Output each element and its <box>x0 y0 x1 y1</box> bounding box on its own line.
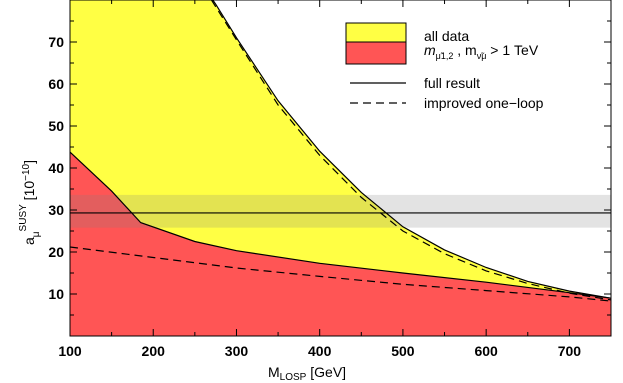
x-tick-label: 200 <box>142 343 166 359</box>
x-axis-label: MLOSP [GeV] <box>268 364 346 383</box>
x-axis-ticks: 100 200 300 400 500 600 700 <box>58 0 612 359</box>
legend-label-all-data: all data <box>424 28 469 44</box>
plot-area <box>70 0 611 336</box>
y-tick-label: 40 <box>48 160 64 176</box>
x-tick-label: 700 <box>558 343 582 359</box>
x-tick-label: 600 <box>474 343 498 359</box>
y-tick-label: 50 <box>48 118 64 134</box>
y-axis-ticks: 10 20 30 40 50 60 70 <box>48 20 611 316</box>
y-axis-label: aμSUSY [10−10] <box>18 160 42 245</box>
x-tick-label: 500 <box>391 343 415 359</box>
improved-one-loop-upper-curve <box>210 0 611 301</box>
y-tick-label: 60 <box>48 76 64 92</box>
measurement-band <box>70 194 611 228</box>
x-tick-label: 100 <box>58 343 82 359</box>
y-tick-label: 20 <box>48 244 64 260</box>
y-tick-label: 30 <box>48 202 64 218</box>
legend-swatch-heavy-smuon <box>345 41 407 65</box>
x-tick-label: 400 <box>308 343 332 359</box>
y-tick-label: 70 <box>48 34 64 50</box>
legend: all data mμ̃1,2 , mν̃μ > 1 TeV full resu… <box>345 22 544 111</box>
heavy-smuon-upper-boundary <box>70 151 611 299</box>
legend-label-improved-one-loop: improved one−loop <box>424 95 544 111</box>
all-data-upper-boundary <box>212 0 611 299</box>
y-tick-label: 10 <box>48 286 64 302</box>
legend-label-heavy-smuon: mμ̃1,2 , mν̃μ > 1 TeV <box>424 42 539 61</box>
x-tick-label: 300 <box>225 343 249 359</box>
legend-label-full-result: full result <box>424 75 480 91</box>
improved-one-loop-lower-curve <box>70 246 611 302</box>
